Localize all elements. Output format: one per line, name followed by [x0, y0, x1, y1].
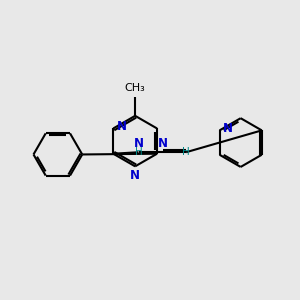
Text: N: N: [134, 137, 144, 150]
Text: N: N: [130, 169, 140, 182]
Text: H: H: [182, 147, 190, 157]
Text: CH₃: CH₃: [125, 83, 146, 93]
Text: N: N: [117, 120, 127, 133]
Text: N: N: [223, 122, 233, 135]
Text: H: H: [135, 147, 143, 157]
Text: N: N: [158, 137, 168, 150]
